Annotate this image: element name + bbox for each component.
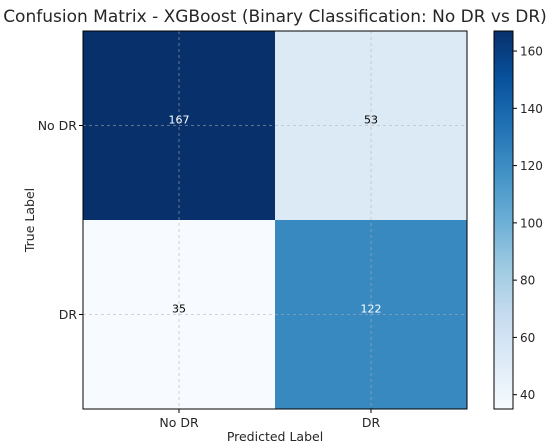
- chart-title: Confusion Matrix - XGBoost (Binary Class…: [3, 7, 547, 27]
- colorbar: [493, 30, 514, 410]
- colorbar-tick-label: 160: [520, 45, 543, 59]
- x-tick-label: DR: [362, 415, 381, 430]
- colorbar-tick-label: 100: [520, 216, 543, 230]
- colorbar-tick-label: 120: [520, 159, 543, 173]
- y-axis-label: True Label: [22, 188, 37, 253]
- cell-value-label: 167: [169, 114, 190, 127]
- colorbar-tick-label: 80: [520, 274, 535, 288]
- x-axis-ticks: No DR DR: [159, 409, 380, 430]
- x-tick-label: No DR: [159, 415, 199, 430]
- colorbar-tick-label: 40: [520, 388, 535, 402]
- grid-lines: [83, 31, 467, 409]
- y-tick-label: No DR: [38, 118, 78, 133]
- y-tick-label: DR: [59, 307, 78, 322]
- y-axis-ticks: No DR DR: [38, 118, 83, 322]
- colorbar-tick-label: 60: [520, 331, 535, 345]
- x-axis-label: Predicted Label: [227, 429, 323, 444]
- cell-value-label: 53: [364, 114, 378, 127]
- colorbar-ticks: 40 60 80 100 120 140 160: [513, 45, 543, 402]
- plot-frame: [82, 30, 468, 410]
- colorbar-tick-label: 140: [520, 102, 543, 116]
